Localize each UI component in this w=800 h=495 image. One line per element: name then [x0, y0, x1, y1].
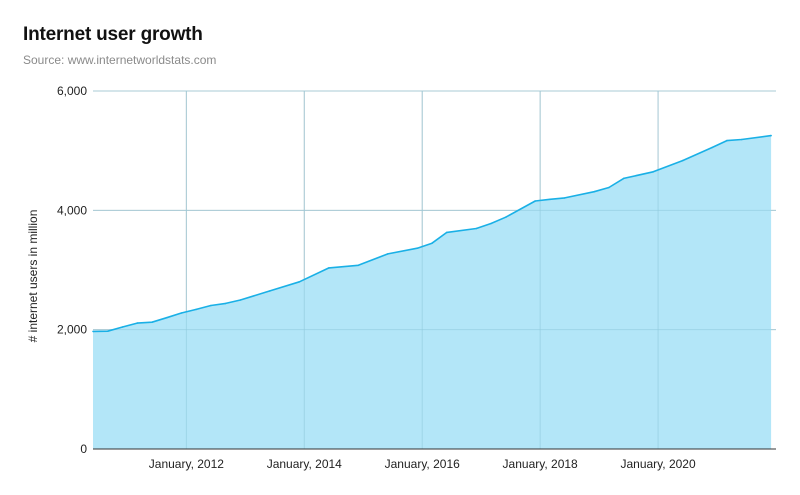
- y-tick-label: 0: [80, 442, 87, 456]
- data-point: [298, 281, 301, 283]
- x-tick-label: January, 2012: [149, 457, 224, 471]
- chart-title: Internet user growth: [23, 24, 203, 45]
- data-point: [224, 302, 227, 305]
- data-point: [490, 222, 492, 225]
- data-point: [416, 247, 419, 249]
- data-point: [608, 186, 610, 189]
- series-line: [92, 134, 772, 333]
- data-point: [239, 299, 242, 301]
- data-point: [563, 197, 566, 199]
- data-point: [770, 134, 772, 137]
- data-point: [711, 146, 713, 149]
- data-point: [593, 190, 595, 193]
- data-point: [165, 316, 168, 319]
- y-tick-label: 6,000: [57, 84, 87, 98]
- y-tick-label: 2,000: [57, 323, 87, 337]
- data-point: [534, 200, 536, 202]
- y-tick-label: 4,000: [57, 203, 87, 217]
- x-tick-label: January, 2016: [385, 457, 460, 471]
- data-point: [681, 159, 684, 162]
- data-point: [121, 326, 124, 328]
- data-point: [151, 321, 153, 324]
- x-tick-label: January, 2014: [267, 457, 342, 471]
- data-point: [726, 139, 728, 142]
- data-point: [92, 330, 94, 333]
- x-tick-label: January, 2020: [620, 457, 695, 471]
- data-point: [740, 138, 743, 141]
- data-point: [357, 264, 360, 267]
- data-point: [210, 304, 212, 307]
- chart-subtitle: Source: www.internetworldstats.com: [23, 53, 217, 67]
- data-point: [106, 330, 109, 333]
- data-point: [446, 231, 448, 234]
- x-tick-labels: January, 2012 January, 2014 January, 2016 J…: [149, 457, 696, 471]
- data-point: [652, 171, 654, 173]
- data-point: [195, 308, 197, 311]
- data-point: [431, 242, 433, 244]
- data-point: [269, 290, 271, 292]
- series-area: [92, 90, 776, 449]
- data-point: [387, 253, 389, 255]
- data-point: [136, 322, 138, 324]
- y-tick-labels: 0 2,000 4,000 6,000: [57, 84, 87, 456]
- data-point: [549, 198, 551, 201]
- data-point: [475, 227, 478, 230]
- data-point: [328, 267, 330, 269]
- data-point: [622, 177, 625, 180]
- x-tick-label: January, 2018: [503, 457, 578, 471]
- data-point: [180, 312, 183, 314]
- area-fill: [93, 135, 772, 449]
- data-point: [504, 216, 507, 218]
- y-axis-label: # internet users in million: [26, 210, 40, 343]
